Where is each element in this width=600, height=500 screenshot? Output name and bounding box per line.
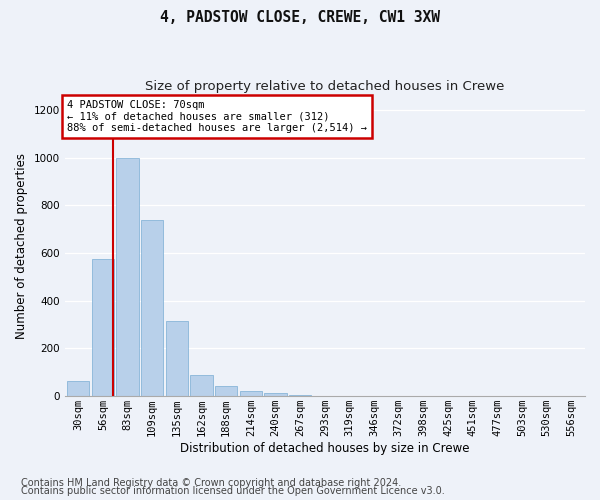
Bar bbox=[190, 374, 212, 396]
Bar bbox=[141, 220, 163, 396]
Text: Contains HM Land Registry data © Crown copyright and database right 2024.: Contains HM Land Registry data © Crown c… bbox=[21, 478, 401, 488]
Bar bbox=[92, 259, 114, 396]
Bar bbox=[166, 321, 188, 396]
Text: 4, PADSTOW CLOSE, CREWE, CW1 3XW: 4, PADSTOW CLOSE, CREWE, CW1 3XW bbox=[160, 10, 440, 25]
Y-axis label: Number of detached properties: Number of detached properties bbox=[15, 153, 28, 339]
X-axis label: Distribution of detached houses by size in Crewe: Distribution of detached houses by size … bbox=[180, 442, 470, 455]
Bar bbox=[215, 386, 237, 396]
Text: 4 PADSTOW CLOSE: 70sqm
← 11% of detached houses are smaller (312)
88% of semi-de: 4 PADSTOW CLOSE: 70sqm ← 11% of detached… bbox=[67, 100, 367, 134]
Bar bbox=[116, 158, 139, 396]
Bar bbox=[240, 391, 262, 396]
Bar bbox=[265, 393, 287, 396]
Bar bbox=[67, 380, 89, 396]
Text: Contains public sector information licensed under the Open Government Licence v3: Contains public sector information licen… bbox=[21, 486, 445, 496]
Bar bbox=[289, 395, 311, 396]
Title: Size of property relative to detached houses in Crewe: Size of property relative to detached ho… bbox=[145, 80, 505, 93]
